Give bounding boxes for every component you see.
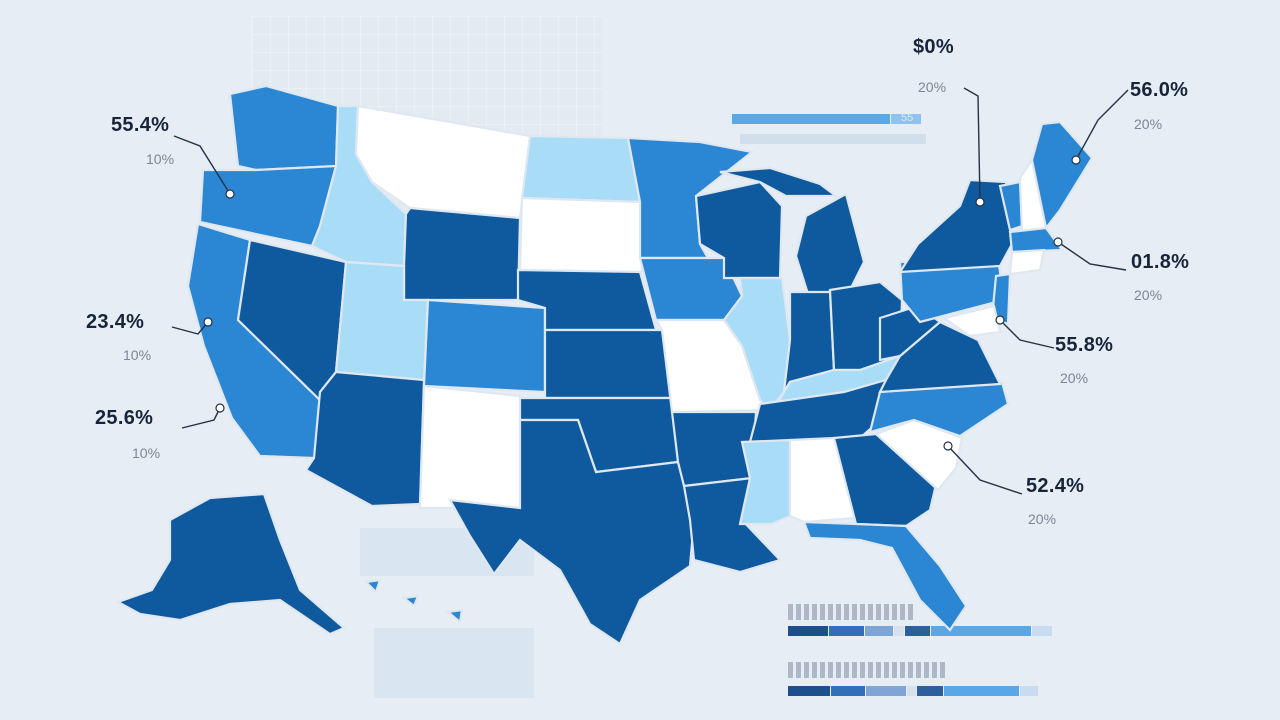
state-colorado	[422, 298, 547, 394]
leader-line-ca-north	[171, 321, 209, 335]
leader-line-nw	[173, 135, 231, 195]
callout-sub-mass: 20%	[1134, 287, 1163, 303]
callout-value-maine: 56.0%	[1130, 79, 1189, 101]
state-connecticut	[1008, 248, 1046, 276]
callout-dot-ca-north	[203, 317, 213, 327]
leader-line-north	[963, 87, 981, 203]
callout-sub-maine: 20%	[1134, 116, 1163, 132]
leader-line-ca-south	[181, 407, 221, 429]
leader-line-mass	[1057, 241, 1127, 271]
bottom-legend-title-2	[788, 662, 948, 678]
state-florida	[802, 520, 968, 632]
callout-dot-nw	[225, 189, 235, 199]
callout-value-mass: 01.8%	[1131, 251, 1190, 273]
callout-dot-mass	[1053, 237, 1063, 247]
leader-line-mid-atlantic	[999, 319, 1055, 349]
state-new-york	[897, 178, 1014, 274]
callout-value-mid-atlantic: 55.8%	[1055, 334, 1114, 356]
callout-dot-mid-atlantic	[995, 315, 1005, 325]
callout-sub-ca-north: 10%	[123, 347, 152, 363]
state-kansas	[543, 328, 674, 400]
state-massachusetts	[1008, 226, 1065, 254]
callout-sub-nw: 10%	[146, 151, 175, 167]
state-new-jersey	[990, 272, 1012, 326]
state-alaska	[115, 492, 347, 636]
callout-sub-ca-south: 10%	[132, 445, 161, 461]
callout-sub-north: 20%	[918, 79, 947, 95]
callout-sub-mid-atlantic: 20%	[1060, 370, 1089, 386]
bottom-legend-scale-1	[788, 626, 1058, 636]
callout-value-ca-north: 23.4%	[86, 311, 145, 333]
callout-dot-ca-south	[215, 403, 225, 413]
leader-line-maine	[1075, 89, 1129, 161]
state-hawaii	[363, 578, 464, 625]
callout-value-nw: 55.4%	[111, 114, 170, 136]
state-texas	[447, 418, 696, 646]
state-michigan-up	[719, 166, 840, 198]
state-maryland	[941, 304, 1002, 338]
callout-value-southeast: 52.4%	[1026, 475, 1085, 497]
callout-value-ca-south: 25.6%	[95, 407, 154, 429]
leader-line-southeast	[947, 445, 1023, 495]
top-legend-bar-faint	[740, 134, 926, 144]
bottom-legend-title-1	[788, 604, 916, 620]
top-legend-label: 55	[901, 112, 914, 124]
state-washington	[228, 84, 340, 172]
ghost-chart-panel	[374, 628, 534, 698]
state-north-dakota	[520, 134, 642, 204]
state-arizona	[304, 370, 426, 508]
state-wyoming	[402, 206, 522, 302]
state-north-carolina	[868, 380, 1010, 438]
bottom-legend-scale-2	[788, 686, 1038, 696]
callout-dot-southeast	[943, 441, 953, 451]
callout-dot-maine	[1071, 155, 1081, 165]
state-michigan	[794, 192, 866, 296]
state-new-mexico	[418, 384, 522, 510]
callout-value-north: $0%	[913, 36, 954, 58]
state-south-dakota	[518, 196, 644, 274]
callout-dot-north	[975, 197, 985, 207]
callout-sub-southeast: 20%	[1028, 511, 1057, 527]
top-legend-bar	[732, 114, 926, 124]
